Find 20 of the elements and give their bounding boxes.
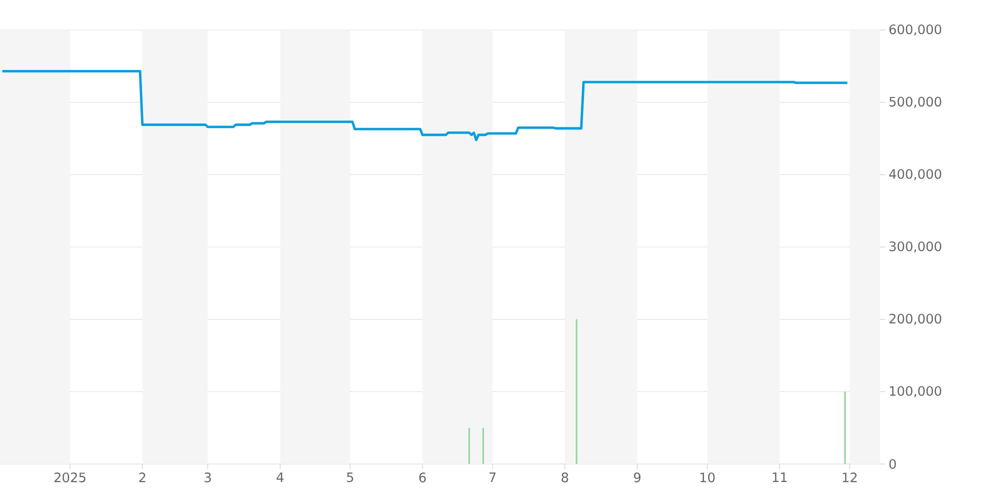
y-tick-label: 0 xyxy=(889,459,896,469)
line-series xyxy=(1,70,849,142)
x-tick-label: 2 xyxy=(139,472,146,482)
y-tick-label: 100,000 xyxy=(890,386,942,398)
x-tick-label: 7 xyxy=(489,472,496,482)
y-tick-label: 600,000 xyxy=(889,24,942,36)
x-tick-label: 11 xyxy=(772,472,787,482)
x-tick-label: 12 xyxy=(842,472,857,482)
y-tick-label: 400,000 xyxy=(889,169,942,180)
x-tick-label: 10 xyxy=(700,472,715,482)
x-tick-label: 5 xyxy=(347,472,354,482)
x-tick-label: 8 xyxy=(562,472,568,482)
x-tick-label: 6 xyxy=(419,472,426,482)
y-tick-label: 200,000 xyxy=(889,314,942,325)
x-tick-label: 3 xyxy=(204,472,211,482)
y-tick-label: 300,000 xyxy=(890,241,942,253)
y-tick-label: 500,000 xyxy=(890,96,942,108)
x-tick-label: 9 xyxy=(634,472,640,482)
x-tick-label: 2025 xyxy=(54,472,86,482)
x-tick-label: 4 xyxy=(276,472,284,482)
